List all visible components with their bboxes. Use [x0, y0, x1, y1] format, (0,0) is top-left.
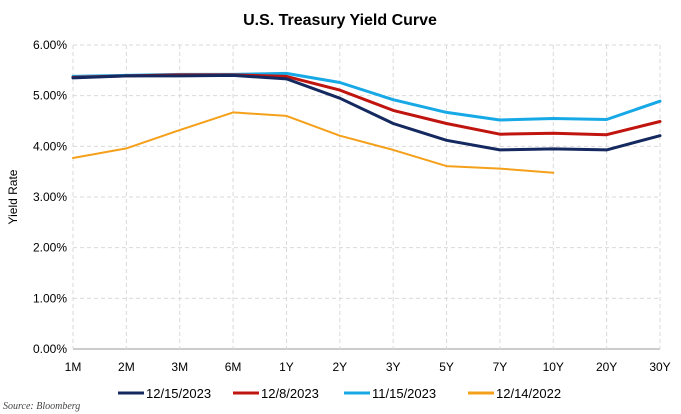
chart-title: U.S. Treasury Yield Curve	[243, 12, 437, 29]
x-tick-label: 2M	[118, 360, 135, 374]
legend-label: 12/8/2023	[261, 386, 319, 401]
series-line-2	[71, 73, 662, 137]
y-tick-label: 6.00%	[33, 38, 67, 52]
y-tick-label: 5.00%	[33, 89, 67, 103]
series-lines	[71, 71, 662, 174]
legend-label: 11/15/2023	[372, 386, 436, 401]
x-tick-label: 20Y	[596, 360, 617, 374]
y-tick-label: 2.00%	[33, 241, 67, 255]
legend-label: 12/15/2023	[146, 386, 211, 401]
x-tick-labels: 1M 2M 3M 6M 1Y 2Y 3Y 5Y 7Y 10Y 20Y 30Y	[65, 360, 671, 374]
y-tick-label: 1.00%	[33, 291, 67, 305]
x-tick-label: 1M	[65, 360, 82, 374]
x-tick-label: 1Y	[279, 360, 294, 374]
y-tick-labels: 0.00% 1.00% 2.00% 3.00% 4.00% 5.00% 6.00%	[33, 38, 67, 356]
x-tick-label: 30Y	[649, 360, 670, 374]
x-tick-label: 2Y	[332, 360, 347, 374]
x-tick-label: 5Y	[439, 360, 454, 374]
x-tick-label: 6M	[225, 360, 242, 374]
x-tick-label: 7Y	[493, 360, 508, 374]
source-note: Source: Bloomberg	[3, 401, 80, 412]
legend-label: 12/14/2022	[496, 386, 561, 401]
x-tick-label: 10Y	[543, 360, 564, 374]
x-tick-label: 3M	[171, 360, 188, 374]
series-line-1	[71, 73, 662, 152]
y-tick-label: 3.00%	[33, 190, 67, 204]
grid-lines	[72, 44, 661, 350]
legend: 12/15/2023 12/8/2023 11/15/2023 12/14/2022	[118, 386, 561, 401]
y-tick-label: 4.00%	[33, 139, 67, 153]
x-tick-label: 3Y	[386, 360, 401, 374]
y-axis-label: Yield Rate	[6, 169, 20, 224]
y-tick-label: 0.00%	[33, 342, 67, 356]
series-line-3	[71, 71, 662, 122]
series-line-4	[72, 111, 555, 174]
